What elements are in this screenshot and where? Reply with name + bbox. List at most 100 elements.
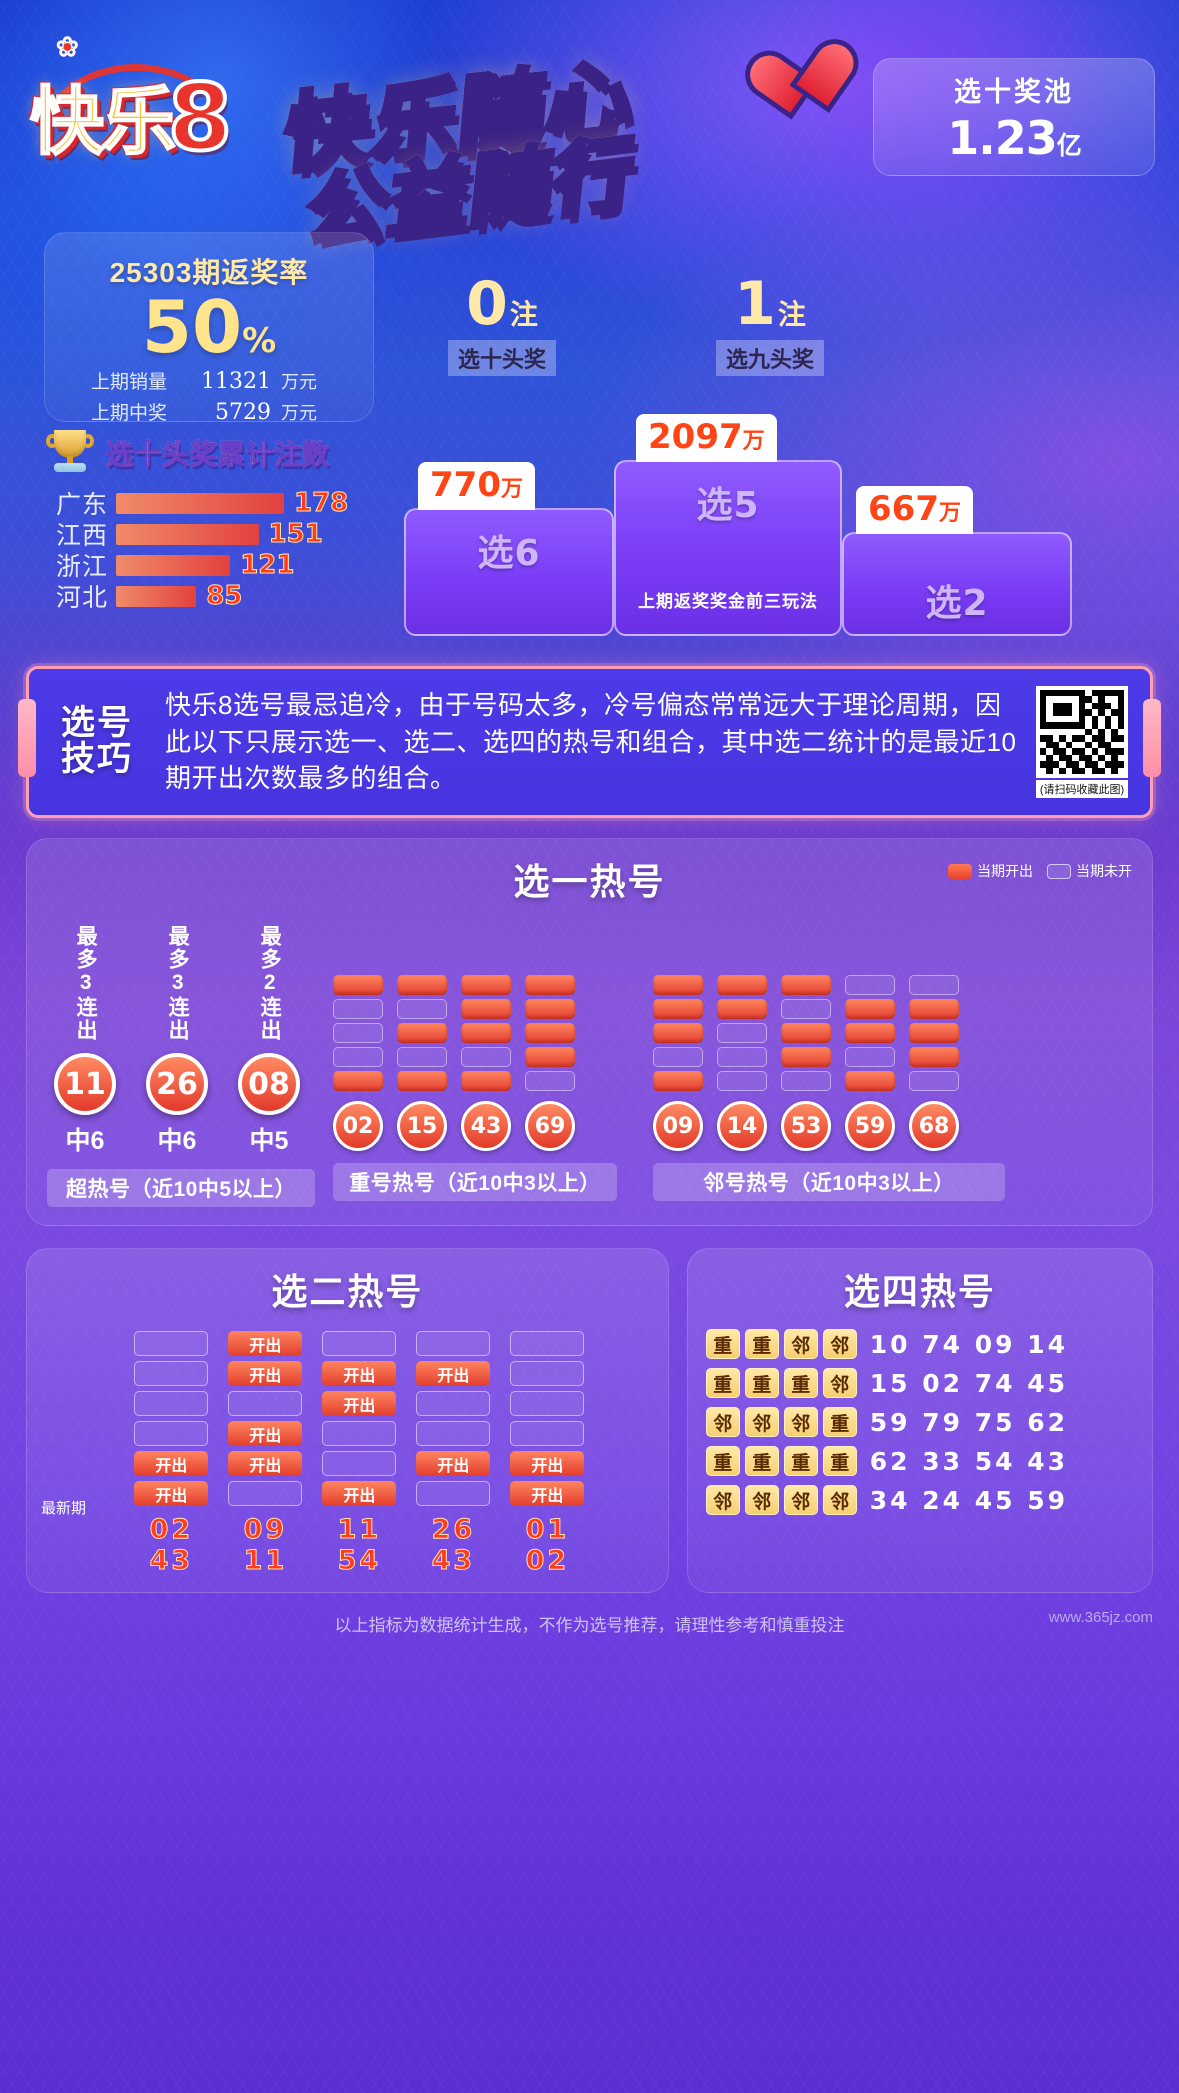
- qr-code-block[interactable]: (请扫码收藏此图): [1028, 686, 1136, 798]
- logo-text: 快乐: [29, 78, 177, 166]
- hot-number-ball[interactable]: 68: [909, 1101, 959, 1151]
- pick10-jackpot-count: 0注: [392, 274, 612, 334]
- province-name: 浙江: [55, 553, 108, 581]
- cell-drawn: [461, 1071, 511, 1091]
- prize-pool-card[interactable]: 选十奖池 1.23亿: [873, 58, 1155, 176]
- pick2-pair[interactable]: 26 43: [431, 1514, 476, 1577]
- podium-value-3: 667万: [856, 486, 973, 534]
- pick2-cell-drawn: 开出: [228, 1451, 303, 1476]
- super-hot-hit: 中6: [65, 1127, 105, 1155]
- winnings-unit: 万元: [281, 403, 317, 424]
- pick2-cell-empty: [416, 1331, 491, 1356]
- qr-caption: (请扫码收藏此图): [1028, 780, 1136, 798]
- neighbor-hot-caption: 邻号热号（近10中3以上）: [653, 1163, 1005, 1201]
- pick2-pair[interactable]: 01 02: [525, 1514, 570, 1577]
- pick2-column: 开出 开出 26 43: [416, 1331, 491, 1577]
- hot-number-ball[interactable]: 69: [525, 1101, 575, 1151]
- province-bar: [116, 523, 259, 545]
- prize-pool-value: 1.23亿: [947, 111, 1082, 165]
- heat-column: [717, 975, 767, 1091]
- cell-not-drawn: [845, 1047, 895, 1067]
- pick10-jackpot-number: 0: [466, 269, 508, 339]
- pick2-cell-empty: [416, 1481, 491, 1506]
- pick10-jackpot-caption: 选十头奖: [447, 340, 556, 376]
- pick2-pair[interactable]: 02 43: [149, 1514, 194, 1577]
- heat-column: [525, 975, 575, 1091]
- pick2-pair[interactable]: 11 54: [337, 1514, 382, 1577]
- province-value: 178: [293, 488, 349, 519]
- pick2-cell-drawn: 开出: [416, 1361, 491, 1386]
- cell-not-drawn: [781, 999, 831, 1019]
- sales-row: 上期销量 11321 万元: [71, 367, 347, 394]
- super-hot-number[interactable]: 11: [54, 1053, 116, 1115]
- cell-drawn: [653, 975, 703, 995]
- pick2-panel: 选二热号 开出 开出 02 43 开出 开出 开出 开出 09 11 开出 开出 开出 11 54 开出…: [26, 1248, 669, 1593]
- percent-sign: %: [242, 321, 277, 361]
- province-rows: 广东 178 江西 151 浙江 121 河北 85: [44, 488, 394, 613]
- hot-number-ball[interactable]: 14: [717, 1101, 767, 1151]
- pick4-tag: 重: [822, 1407, 857, 1437]
- pick4-tag: 邻: [822, 1368, 857, 1398]
- cell-drawn: [909, 1047, 959, 1067]
- pick2-cell-empty: [134, 1331, 209, 1356]
- pick9-jackpot-stat: 1注 选九头奖: [660, 274, 880, 376]
- cell-drawn: [525, 975, 575, 995]
- super-hot-label: 最多3连出: [166, 924, 190, 1042]
- cell-drawn: [909, 999, 959, 1019]
- watermark: www.365jz.com: [1048, 1609, 1153, 1626]
- pick4-numbers[interactable]: 59 79 75 62: [869, 1407, 1068, 1437]
- bottom-panels: 选二热号 开出 开出 02 43 开出 开出 开出 开出 09 11 开出 开出 开出 11 54 开出…: [26, 1248, 1153, 1593]
- pick4-numbers[interactable]: 15 02 74 45: [869, 1368, 1068, 1398]
- cell-drawn: [525, 999, 575, 1019]
- podium-number: 667: [868, 489, 939, 529]
- super-hot-number[interactable]: 08: [238, 1053, 300, 1115]
- pick4-numbers[interactable]: 10 74 09 14: [869, 1329, 1068, 1359]
- hot-number-ball[interactable]: 15: [397, 1101, 447, 1151]
- province-bar: [116, 492, 284, 514]
- hot-number-ball[interactable]: 09: [653, 1101, 703, 1151]
- podium-value-1: 2097万: [636, 414, 777, 462]
- pick4-tag: 邻: [783, 1407, 818, 1437]
- province-bar-chart: 选十头奖累计注数 广东 178 江西 151 浙江 121 河北 85: [44, 426, 394, 614]
- prize-pool-unit: 亿: [1056, 130, 1082, 160]
- cell-drawn: [845, 999, 895, 1019]
- pick2-cell-empty: [322, 1451, 397, 1476]
- qr-code-icon[interactable]: [1036, 686, 1128, 778]
- legend-not-drawn: 当期未开: [1047, 861, 1132, 881]
- cell-not-drawn: [333, 999, 383, 1019]
- hot-number-ball[interactable]: 59: [845, 1101, 895, 1151]
- hot-number-ball[interactable]: 02: [333, 1101, 383, 1151]
- tips-badge-line-1: 选号: [61, 703, 133, 744]
- pick2-cell-drawn: 开出: [322, 1481, 397, 1506]
- pick4-numbers[interactable]: 62 33 54 43: [869, 1446, 1068, 1476]
- pick2-title: 选二热号: [271, 1271, 424, 1312]
- pick4-tag: 邻: [783, 1329, 818, 1359]
- pick2-cell-empty: [322, 1331, 397, 1356]
- pick2-pair[interactable]: 09 11: [243, 1514, 288, 1577]
- province-name: 江西: [55, 522, 108, 550]
- pick4-numbers[interactable]: 34 24 45 59: [869, 1485, 1068, 1515]
- hot-number-ball[interactable]: 43: [461, 1101, 511, 1151]
- pick2-cell-drawn: 开出: [510, 1481, 585, 1506]
- cell-drawn: [717, 975, 767, 995]
- sales-label: 上期销量: [90, 372, 167, 394]
- return-rate-title: 25303期返奖率: [109, 257, 309, 288]
- podium-bar-1: 选5: [614, 460, 842, 636]
- pick4-tag: 重: [705, 1368, 740, 1398]
- hot-number-ball[interactable]: 53: [781, 1101, 831, 1151]
- cell-drawn: [333, 1071, 383, 1091]
- pick2-cell-empty: [322, 1421, 397, 1446]
- sales-value: 11321: [201, 369, 271, 395]
- province-bar: [116, 554, 231, 576]
- heat-column: [845, 975, 895, 1091]
- repeat-hot-balls: 02 15 43 69: [333, 1101, 617, 1151]
- pick4-panel: 选四热号 重重邻邻 10 74 09 14 重重重邻 15 02 74 45 邻邻邻重 5…: [686, 1248, 1153, 1593]
- cell-not-drawn: [653, 1047, 703, 1067]
- cell-not-drawn: [845, 975, 895, 995]
- pick2-cell-empty: [134, 1421, 209, 1446]
- pick2-cell-drawn: 开出: [416, 1451, 491, 1476]
- super-hot-number[interactable]: 26: [146, 1053, 208, 1115]
- legend-drawn-swatch: [948, 863, 972, 879]
- pick4-tag: 重: [705, 1329, 740, 1359]
- super-hot-item: 最多3连出 26 中6: [139, 919, 215, 1157]
